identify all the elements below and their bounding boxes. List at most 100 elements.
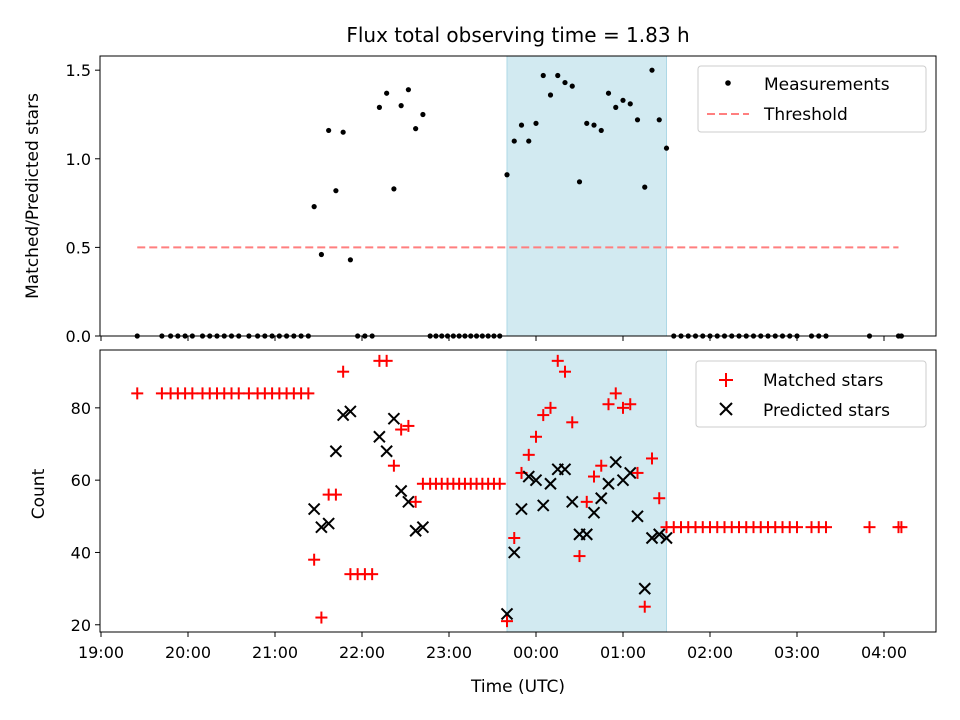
- x-tick-label: 03:00: [774, 643, 820, 662]
- measurement-point: [613, 104, 619, 110]
- legend-label-threshold: Threshold: [763, 105, 848, 125]
- y-tick-label: 20: [71, 616, 91, 635]
- predicted-star-point: [587, 506, 601, 519]
- x-axis-label: Time (UTC): [470, 677, 565, 697]
- matched-star-point: [232, 387, 245, 400]
- measurement-point: [562, 79, 568, 86]
- matched-stars-points: [131, 354, 908, 628]
- ratio-panel: 0.0 0.5 1.0 1.5 Matched/Predicted stars Mea…: [23, 55, 937, 346]
- predicted-star-point: [638, 582, 651, 595]
- matched-star-point: [551, 354, 564, 367]
- measurement-point: [642, 184, 648, 190]
- predicted-star-point: [566, 495, 579, 509]
- matched-star-point: [537, 409, 550, 422]
- chart-title: Flux total observing time = 1.83 h: [346, 23, 689, 47]
- predicted-star-point: [624, 466, 637, 480]
- measurement-point: [569, 83, 575, 89]
- predicted-star-point: [409, 524, 422, 537]
- measurement-point: [391, 186, 397, 192]
- measurement-point: [326, 127, 332, 134]
- measurement-point: [547, 92, 554, 98]
- measurement-point: [656, 117, 662, 123]
- y-tick-label: 40: [71, 543, 91, 562]
- y-tick-label: 80: [71, 399, 91, 418]
- predicted-star-point: [645, 531, 659, 545]
- y-axis-ticks: 0.0 0.5 1.0 1.5: [66, 61, 100, 346]
- x-tick-label: 21:00: [252, 643, 298, 662]
- predicted-star-point: [500, 607, 514, 621]
- x-tick-label: 01:00: [600, 643, 646, 662]
- matched-star-point: [402, 419, 415, 432]
- matched-star-point: [315, 611, 328, 624]
- matched-star-point: [566, 416, 579, 429]
- predicted-star-point: [344, 405, 357, 418]
- predicted-star-point: [515, 502, 528, 516]
- measurement-point: [347, 257, 353, 263]
- matched-star-point: [387, 459, 400, 472]
- measurement-point: [584, 120, 590, 126]
- matched-star-point: [638, 600, 651, 613]
- measurement-point: [340, 129, 346, 135]
- matched-star-point: [863, 521, 876, 534]
- legend-label-predicted: Predicted stars: [763, 401, 890, 421]
- predicted-star-point: [416, 520, 430, 534]
- matched-star-point: [895, 521, 908, 534]
- matched-star-point: [631, 466, 644, 479]
- predicted-star-point: [315, 520, 328, 534]
- legend-label-matched: Matched stars: [763, 371, 883, 391]
- matched-star-point: [559, 365, 571, 378]
- measurement-point: [405, 87, 411, 93]
- x-axis-ticks: 19:00 20:00 21:00 22:00 23:00 00:00 01:00 02:00…: [78, 632, 907, 662]
- predicted-star-point: [394, 484, 408, 498]
- matched-star-point: [522, 448, 535, 461]
- predicted-star-point: [380, 445, 393, 458]
- y-tick-label: 0.0: [66, 327, 91, 346]
- predicted-stars-points: [307, 405, 673, 621]
- matched-star-point: [588, 470, 600, 483]
- matched-star-point: [595, 459, 608, 472]
- predicted-star-point: [322, 517, 335, 530]
- predicted-star-point: [631, 510, 644, 523]
- matched-star-point: [602, 398, 615, 411]
- matched-star-point: [791, 521, 803, 534]
- matched-star-point: [617, 401, 629, 414]
- measurement-point: [318, 251, 324, 258]
- measurement-point: [518, 122, 525, 128]
- predicted-star-point: [307, 502, 321, 516]
- shade-region: [506, 55, 667, 337]
- predicted-star-point: [580, 528, 593, 541]
- x-tick-label: 04:00: [861, 643, 907, 662]
- matched-star-point: [186, 387, 199, 400]
- predicted-star-point: [544, 477, 557, 490]
- measurement-point: [576, 179, 583, 185]
- y-axis-ticks: 20 40 60 80: [71, 399, 100, 635]
- predicted-star-point: [537, 499, 550, 512]
- measurement-point: [504, 172, 510, 178]
- matched-star-point: [820, 521, 832, 534]
- measurement-point: [634, 117, 641, 123]
- matched-star-point: [646, 452, 658, 465]
- predicted-star-point: [402, 495, 415, 509]
- matched-star-point: [329, 488, 342, 501]
- observing-window-shade: [506, 55, 667, 337]
- y-tick-label: 60: [71, 471, 91, 490]
- matched-star-point: [609, 387, 622, 400]
- x-tick-label: 22:00: [339, 643, 385, 662]
- measurement-point: [627, 101, 633, 107]
- measurement-point: [620, 97, 626, 103]
- predicted-star-point: [558, 463, 572, 476]
- predicted-star-point: [660, 531, 673, 545]
- legend: Measurements Threshold: [697, 65, 927, 133]
- y-tick-label: 0.5: [66, 238, 91, 257]
- predicted-star-point: [595, 492, 608, 505]
- matched-star-point: [580, 495, 593, 508]
- measurement-point: [555, 72, 561, 79]
- y-tick-label: 1.5: [66, 61, 91, 80]
- measurement-point: [540, 72, 546, 79]
- matched-star-point: [624, 398, 637, 411]
- legend-box: [695, 360, 927, 428]
- matched-star-point: [409, 495, 422, 508]
- predicted-star-point: [653, 528, 666, 541]
- matched-star-point: [530, 430, 542, 443]
